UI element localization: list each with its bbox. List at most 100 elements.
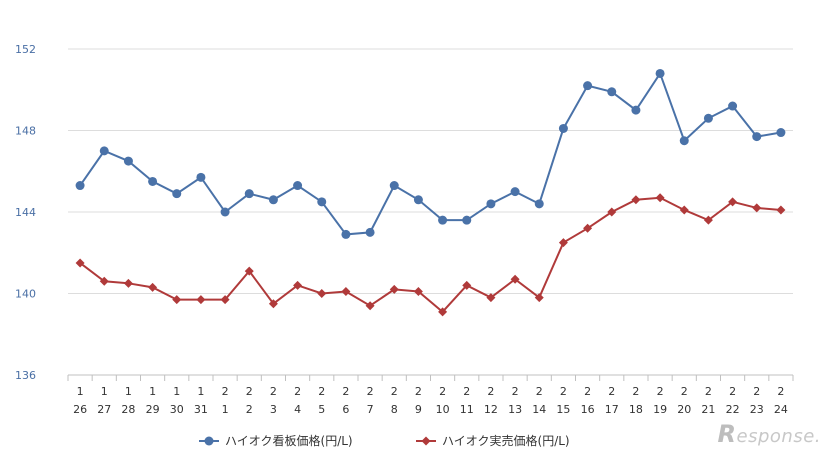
x-tick-month: 2	[294, 385, 301, 398]
series-2-point	[75, 258, 85, 268]
x-tick-day: 22	[726, 403, 740, 416]
series-1-point	[268, 195, 278, 205]
x-tick-month: 2	[487, 385, 494, 398]
legend-marker-2	[421, 436, 431, 446]
series-2-point	[341, 286, 351, 296]
series-2-point	[462, 280, 472, 290]
x-tick-day: 12	[484, 403, 498, 416]
series-1-point	[75, 181, 85, 191]
x-tick-month: 2	[536, 385, 543, 398]
x-tick-day: 9	[415, 403, 422, 416]
x-tick-month: 2	[222, 385, 229, 398]
series-2-point	[99, 276, 109, 286]
x-tick-day: 13	[508, 403, 522, 416]
x-tick-month: 2	[560, 385, 567, 398]
series-2-point	[317, 289, 327, 298]
x-tick-day: 15	[556, 403, 570, 416]
legend-marker-1	[204, 436, 214, 446]
x-tick-month: 2	[657, 385, 664, 398]
series-2-point	[679, 205, 689, 215]
series-1-point	[607, 87, 617, 97]
series-1-point	[728, 101, 738, 111]
series-1-point	[123, 156, 133, 166]
series-1-point	[583, 81, 593, 91]
series-1-point	[534, 199, 544, 209]
series-2-point	[123, 278, 133, 288]
x-tick-month: 2	[318, 385, 325, 398]
x-tick-day: 5	[318, 403, 325, 416]
x-tick-month: 2	[367, 385, 374, 398]
x-tick-month: 1	[197, 385, 204, 398]
series-line-1	[79, 71, 782, 236]
series-1-point	[679, 136, 689, 146]
x-tick-month: 2	[632, 385, 639, 398]
x-tick-day: 24	[774, 403, 788, 416]
y-tick-label: 152	[15, 43, 36, 56]
x-tick-day: 3	[270, 403, 277, 416]
x-tick-month: 2	[705, 385, 712, 398]
x-tick-month: 2	[584, 385, 591, 398]
series-2-point	[583, 223, 593, 233]
x-tick-day: 18	[629, 403, 643, 416]
series-2-point	[558, 238, 568, 248]
x-tick-day: 30	[170, 403, 184, 416]
series-2-point	[776, 205, 786, 215]
series-2-point	[534, 293, 544, 303]
series-1-point	[752, 132, 762, 142]
x-tick-month: 2	[512, 385, 519, 398]
series-2-point	[148, 282, 158, 292]
series-1-point	[413, 195, 423, 205]
x-tick-day: 29	[146, 403, 160, 416]
x-tick-day: 1	[222, 403, 229, 416]
series-2-point	[365, 301, 375, 311]
y-tick-label: 136	[15, 369, 36, 382]
x-tick-day: 28	[121, 403, 135, 416]
x-tick-day: 7	[367, 403, 374, 416]
x-tick-day: 21	[701, 403, 715, 416]
series-1-point	[389, 181, 399, 191]
response-watermark: Response.	[717, 420, 821, 448]
x-tick-day: 23	[750, 403, 764, 416]
x-tick-day: 4	[294, 403, 301, 416]
legend: ハイオク看板価格(円/L) ハイオク実売価格(円/L)	[199, 433, 570, 448]
series-1-point	[99, 146, 109, 156]
series-2-point	[172, 295, 182, 305]
series-1-point	[631, 105, 641, 115]
series-1-point	[196, 172, 206, 182]
x-tick-month: 2	[681, 385, 688, 398]
x-tick-month: 2	[753, 385, 760, 398]
x-tick-month: 1	[125, 385, 132, 398]
series-2-point	[703, 215, 713, 225]
x-tick-month: 2	[270, 385, 277, 398]
series-2-point	[486, 293, 496, 303]
x-tick-month: 2	[608, 385, 615, 398]
x-tick-month: 2	[777, 385, 784, 398]
series-1-point	[244, 189, 254, 199]
x-tick-month: 2	[342, 385, 349, 398]
series-2-point	[510, 274, 520, 284]
series-1-point	[438, 215, 448, 225]
x-tick-day: 16	[581, 403, 595, 416]
series-2-point	[438, 307, 448, 317]
x-tick-day: 26	[73, 403, 87, 416]
x-tick-month: 2	[391, 385, 398, 398]
x-tick-month: 2	[463, 385, 470, 398]
series-1-point	[220, 207, 230, 217]
y-axis: 136 140 144 148 152	[15, 43, 36, 382]
series-2-point	[413, 286, 423, 296]
x-tick-month: 1	[77, 385, 84, 398]
x-tick-day: 6	[342, 403, 349, 416]
series-1-point	[462, 215, 472, 225]
x-tick-month: 1	[173, 385, 180, 398]
x-tick-month: 1	[101, 385, 108, 398]
series-1-point	[510, 187, 520, 197]
x-tick-day: 2	[246, 403, 253, 416]
series-2-point	[196, 295, 206, 305]
series-2-point	[752, 203, 762, 213]
series-1-point	[172, 189, 182, 199]
y-tick-label: 148	[15, 125, 36, 138]
x-tick-day: 17	[605, 403, 619, 416]
series-1-point	[317, 197, 327, 207]
x-tick-month: 2	[729, 385, 736, 398]
series-1-point	[341, 229, 351, 239]
